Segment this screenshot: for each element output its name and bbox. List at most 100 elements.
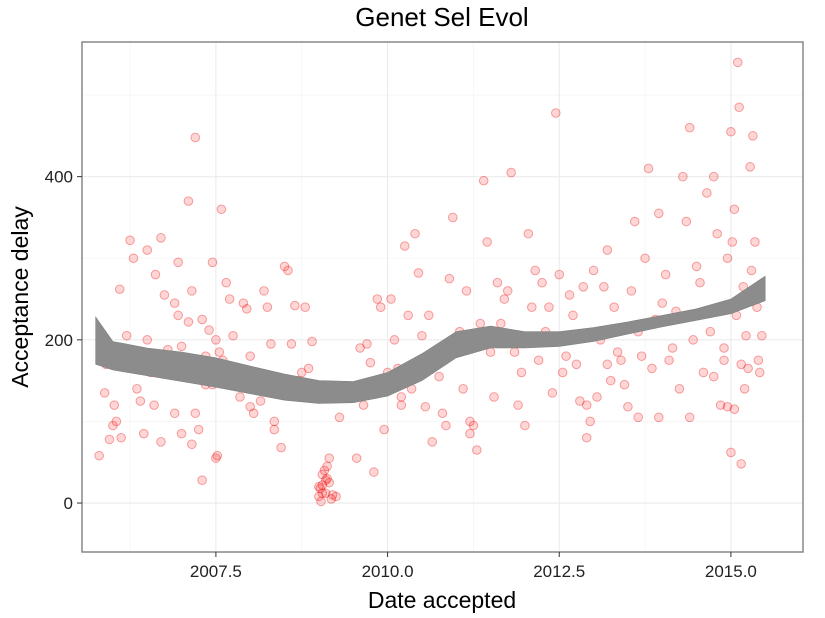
x-axis-title: Date accepted <box>368 587 516 613</box>
data-point <box>169 298 180 308</box>
data-point <box>326 494 337 504</box>
data-point <box>358 400 369 410</box>
data-point <box>434 371 444 382</box>
data-point <box>633 412 644 423</box>
data-point <box>664 355 674 366</box>
data-point <box>255 396 266 406</box>
data-point <box>564 290 575 300</box>
data-point <box>520 420 530 431</box>
data-point <box>173 257 183 268</box>
data-point <box>423 310 434 321</box>
data-point <box>461 286 472 296</box>
data-point <box>365 357 376 368</box>
data-point <box>732 57 743 68</box>
data-point <box>568 310 578 321</box>
data-point <box>296 367 307 378</box>
data-point <box>465 416 475 427</box>
data-point <box>269 416 280 427</box>
data-point <box>557 367 568 378</box>
data-point <box>283 265 293 276</box>
data-point <box>314 481 324 492</box>
data-point <box>523 228 534 239</box>
data-point <box>320 475 331 485</box>
data-point <box>695 277 705 288</box>
data-point <box>128 253 139 264</box>
data-point <box>660 269 671 280</box>
data-point <box>736 459 747 469</box>
data-point <box>317 480 328 490</box>
y-tick-label: 400 <box>45 168 73 187</box>
data-point <box>636 351 647 361</box>
data-point <box>403 310 413 321</box>
data-point <box>509 347 520 357</box>
data-point <box>315 483 326 494</box>
chart-title: Genet Sel Evol <box>355 2 528 32</box>
data-point <box>214 347 225 357</box>
data-point <box>211 335 221 345</box>
data-point <box>719 343 729 353</box>
data-point <box>526 302 537 313</box>
data-point <box>316 496 326 507</box>
data-point <box>369 467 379 477</box>
data-point <box>375 302 386 313</box>
major-gridlines <box>82 42 803 552</box>
data-point <box>211 453 221 463</box>
data-point <box>444 273 455 284</box>
data-point <box>727 237 738 247</box>
minor-gridlines <box>82 42 803 552</box>
data-point <box>121 330 132 341</box>
data-point <box>581 400 592 410</box>
data-point <box>506 167 516 178</box>
data-point <box>109 400 120 410</box>
data-point <box>269 424 280 435</box>
data-point <box>602 359 613 370</box>
data-point <box>571 359 582 370</box>
data-point <box>94 450 104 461</box>
x-tick-label: 2012.5 <box>533 562 585 581</box>
data-point <box>427 437 438 447</box>
data-point <box>492 277 503 288</box>
data-point <box>235 392 245 402</box>
data-point <box>605 375 616 386</box>
data-point <box>482 237 492 247</box>
data-point <box>142 335 153 345</box>
data-point <box>386 294 396 304</box>
data-point <box>516 367 527 378</box>
data-point <box>478 175 489 186</box>
data-point <box>719 355 729 366</box>
data-point <box>187 439 197 450</box>
data-point <box>748 131 758 141</box>
data-point <box>585 416 595 427</box>
data-point <box>156 437 166 447</box>
data-point <box>502 286 513 296</box>
data-point <box>362 339 372 349</box>
data-point <box>657 298 668 308</box>
data-point <box>592 392 602 402</box>
data-point <box>216 204 227 215</box>
data-point <box>458 384 468 394</box>
data-point <box>279 261 290 272</box>
data-point <box>588 265 599 276</box>
data-point <box>159 290 170 300</box>
data-point <box>544 302 554 313</box>
data-point <box>746 265 757 276</box>
data-point <box>530 265 541 276</box>
data-point <box>448 212 458 223</box>
data-point <box>684 412 695 423</box>
data-point <box>698 367 709 378</box>
data-point <box>317 488 328 499</box>
data-point <box>708 371 719 382</box>
smooth-band-layer <box>95 275 766 404</box>
axis-ticks: 2007.5 2010.0 2012.5 2015.0 0 200 400 <box>45 168 757 581</box>
data-point <box>413 268 424 278</box>
data-point <box>396 392 407 402</box>
data-point <box>286 339 297 349</box>
data-point <box>331 491 341 502</box>
data-point <box>612 347 623 357</box>
data-point <box>248 408 259 419</box>
data-point <box>739 384 750 394</box>
data-point <box>757 330 767 341</box>
data-point <box>465 428 475 439</box>
data-point <box>578 282 589 292</box>
data-point <box>379 424 389 435</box>
